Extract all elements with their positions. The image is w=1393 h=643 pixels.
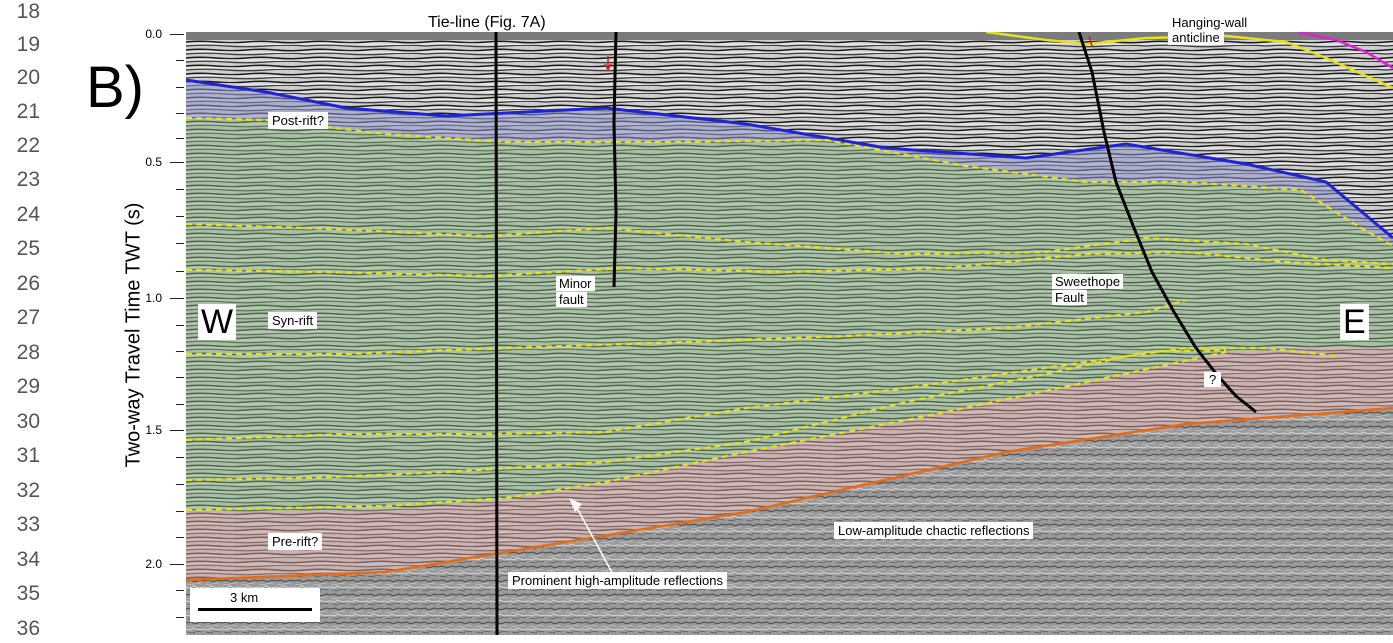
y-tick-label: 0.0 [145,27,162,41]
minor-fault-label-line1: Minor [556,276,595,291]
tie-line-label: Tie-line (Fig. 7A) [428,14,546,31]
minor-fault-label-line2: fault [556,292,587,307]
y-minor-tick [176,484,184,485]
hanging-wall-label-line2: anticline [1168,30,1224,45]
line-number: 28 [16,341,40,364]
y-minor-tick [176,216,184,217]
syn-rift-horizons [186,116,1393,512]
sweethope-label-line1: Sweethope [1052,274,1124,289]
line-number: 19 [16,33,40,56]
y-tick-mark [170,564,184,565]
line-number: 29 [16,375,40,398]
y-minor-tick [176,189,184,190]
line-number: 20 [16,66,40,89]
post-rift-horizon [186,78,1393,240]
basement-chaotic-zone [186,408,1393,635]
line-number: 30 [16,410,40,433]
line-number: 22 [16,134,40,157]
scale-bar-line [198,608,312,611]
syn-rift-zone [186,118,1393,512]
line-number: 23 [16,168,40,191]
y-minor-tick [176,271,184,272]
y-minor-tick [176,377,184,378]
y-minor-tick [176,60,184,61]
line-number: 32 [16,479,40,502]
water-band [186,32,1393,40]
scale-bar-label: 3 km [230,590,259,605]
basement-horizon [186,406,1393,582]
pointer-arrowhead-icon [569,498,582,512]
y-tick-label: 1.0 [145,291,162,305]
y-minor-tick [176,325,184,326]
sweethope-arrow-icon [1088,35,1093,47]
line-number: 36 [16,617,40,640]
prominent-reflections-label: Prominent high-amplitude reflections [508,572,727,589]
line-number: 34 [16,548,40,571]
line-number: 27 [16,306,40,329]
minor-fault [612,32,618,288]
post-rift-zone [186,80,1393,246]
post-rift-label: Post-rift? [268,112,329,129]
y-tick-mark [170,298,184,299]
line-number: 25 [16,237,40,260]
pre-rift-label: Pre-rift? [268,533,323,550]
line-number: 21 [16,100,40,123]
west-label: W [198,304,237,340]
line-number: 31 [16,444,40,467]
shallow-horizon [1297,32,1393,70]
syn-rift-top-horizon [186,116,1393,247]
fault-arrowhead-icon [604,63,612,72]
syn-rift-label: Syn-rift [268,312,318,329]
line-number: 33 [16,513,40,536]
uncertain-fault-label: ? [1204,372,1222,387]
y-minor-tick [176,617,184,618]
y-tick-mark [170,430,184,431]
y-tick-mark [170,34,184,35]
y-tick-mark [170,162,184,163]
seismic-section [186,32,1393,635]
y-minor-tick [176,87,184,88]
pre-rift-zone [186,348,1393,580]
y-minor-tick [176,404,184,405]
scale-bar: 3 km [190,588,320,622]
y-minor-tick [176,457,184,458]
y-minor-tick [176,113,184,114]
panel-letter: B) [86,55,144,120]
hanging-wall-label-line1: Hanging-wall [1172,15,1248,30]
line-number: 26 [16,272,40,295]
tie-line [494,32,499,635]
y-minor-tick [176,590,184,591]
east-label: E [1340,304,1369,340]
y-minor-tick [176,351,184,352]
sweethope-fault [1077,32,1257,414]
low-amplitude-label: Low-amplitude chactic reflections [834,522,1034,539]
line-number: 24 [16,203,40,226]
y-minor-tick [176,243,184,244]
y-tick-label: 2.0 [145,557,162,571]
sweethope-label-line2: Fault [1052,290,1087,305]
y-tick-label: 1.5 [145,423,162,437]
y-minor-tick [176,511,184,512]
y-minor-tick [176,138,184,139]
pointer-line [575,505,617,581]
y-minor-tick [176,537,184,538]
line-number: 35 [16,582,40,605]
line-number: 18 [16,0,40,23]
y-tick-label: 0.5 [145,155,162,169]
